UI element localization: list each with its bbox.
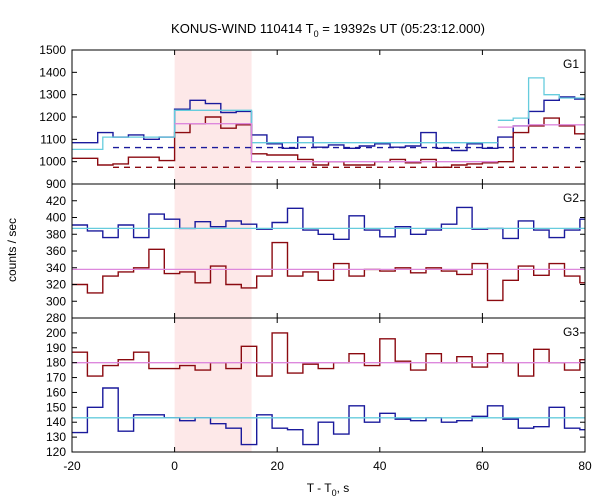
y-tick-label: 1100 (40, 132, 66, 146)
y-tick-label: 150 (46, 400, 66, 414)
series-g3-red-step-0 (72, 332, 585, 377)
y-tick-label: 420 (46, 194, 66, 208)
y-tick-label: 130 (46, 430, 66, 444)
y-tick-label: 1000 (39, 155, 66, 169)
y-tick-label: 900 (46, 177, 66, 191)
y-tick-label: 320 (46, 278, 66, 292)
series-g2-blue-step-0 (72, 206, 585, 240)
x-tick-label: 80 (578, 459, 592, 473)
x-tick-label: 0 (171, 459, 178, 473)
x-tick-label: -20 (63, 459, 81, 473)
series-g1-pink-step-5 (497, 124, 585, 128)
panel-label: G2 (563, 191, 579, 205)
chart-title: KONUS-WIND 110414 T0 = 19392s UT (05:23:… (171, 21, 485, 39)
series-g2-red-step-1 (72, 241, 585, 302)
series-g3-blue-step-1 (72, 387, 585, 446)
series-g1-pink-step-4 (174, 123, 498, 163)
x-axis-label: T - T0, s (307, 481, 350, 498)
panel-frame (71, 317, 586, 453)
y-tick-label: 200 (46, 326, 66, 340)
y-tick-label: 280 (46, 311, 66, 325)
y-tick-label: 120 (46, 445, 66, 459)
y-tick-label: 190 (46, 341, 66, 355)
y-tick-label: 340 (46, 261, 66, 275)
y-tick-label: 180 (46, 356, 66, 370)
y-tick-label: 1200 (39, 110, 66, 124)
panel-g3 (72, 332, 585, 446)
panel-label: G1 (563, 57, 579, 71)
y-axis-label: counts / sec (5, 218, 19, 282)
x-tick-label: 20 (271, 459, 285, 473)
y-tick-label: 1400 (39, 65, 66, 79)
y-tick-label: 300 (46, 294, 66, 308)
series-g1-cyan-step-2 (72, 109, 498, 151)
panel-label: G3 (563, 325, 579, 339)
y-tick-label: 140 (46, 415, 66, 429)
panel-g1 (72, 77, 585, 168)
y-tick-label: 400 (46, 211, 66, 225)
y-tick-label: 160 (46, 385, 66, 399)
x-tick-label: 60 (476, 459, 490, 473)
y-tick-label: 170 (46, 371, 66, 385)
y-tick-label: 380 (46, 227, 66, 241)
y-tick-label: 1500 (39, 43, 66, 57)
y-tick-label: 1300 (39, 88, 66, 102)
panel-g2 (72, 206, 585, 302)
series-g1-cyan-step-3 (497, 77, 585, 121)
x-tick-label: 40 (373, 459, 387, 473)
y-tick-label: 360 (46, 244, 66, 258)
